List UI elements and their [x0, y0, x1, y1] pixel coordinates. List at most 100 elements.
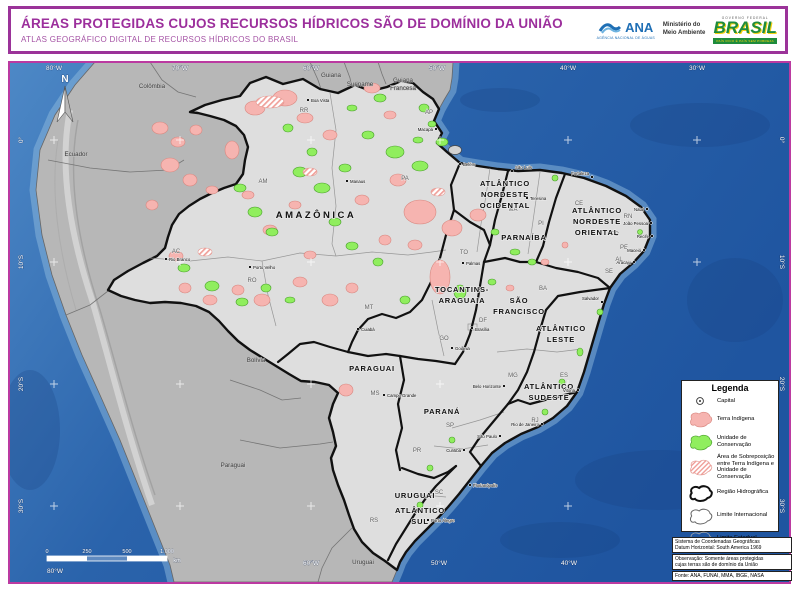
svg-text:Brasília: Brasília: [475, 327, 490, 332]
svg-text:Florianópolis: Florianópolis: [473, 483, 497, 488]
svg-text:CE: CE: [575, 201, 583, 207]
north-arrow-icon: N: [56, 74, 74, 123]
svg-text:SUDESTE: SUDESTE: [528, 393, 569, 402]
brasil-strip: PAÍS RICO É PAÍS SEM POBREZA: [713, 37, 777, 44]
svg-text:Bolívia: Bolívia: [247, 357, 266, 364]
svg-text:PE: PE: [620, 245, 628, 251]
svg-text:40°W: 40°W: [560, 64, 577, 72]
svg-text:10°S: 10°S: [17, 254, 25, 269]
svg-text:Boa Vista: Boa Vista: [311, 98, 330, 103]
legend-item-capital: Capital: [685, 395, 775, 407]
svg-text:Vitória: Vitória: [563, 388, 576, 393]
ministerio-line2: Meio Ambiente: [662, 29, 706, 36]
svg-text:Salvador: Salvador: [582, 296, 600, 301]
svg-text:RR: RR: [300, 108, 309, 114]
svg-text:Porto Alegre: Porto Alegre: [431, 518, 455, 523]
infobox-fonte-line: Fonte: ANA, FUNAI, MMA, IBGE, NASA: [675, 573, 764, 579]
region-labels: AMAZÔNICA ATLÂNTICO NORDESTE OCIDENTAL P…: [275, 178, 622, 527]
limite-internacional-symbol-icon: [685, 505, 715, 527]
capital-teresina: Teresina: [525, 196, 547, 201]
svg-text:Paraguai: Paraguai: [221, 462, 246, 469]
svg-text:AMAZÔNICA: AMAZÔNICA: [276, 209, 357, 221]
svg-text:SÃO: SÃO: [510, 296, 529, 305]
svg-text:30°W: 30°W: [689, 64, 706, 72]
hydrographic-region-boundaries: [276, 161, 612, 562]
svg-text:PARANÁ: PARANÁ: [424, 407, 460, 416]
svg-text:Suriname: Suriname: [347, 81, 374, 88]
svg-text:AL: AL: [615, 257, 623, 263]
capital-portovelho: Porto Velho: [248, 265, 276, 270]
andes-relief: [54, 109, 156, 506]
brasil-top: GOVERNO FEDERAL: [721, 16, 769, 21]
svg-text:TOCANTINS-: TOCANTINS-: [435, 285, 489, 294]
svg-text:Francesa: Francesa: [390, 85, 416, 92]
unidade-conservacao-symbol-icon: [685, 431, 715, 453]
svg-text:N: N: [61, 74, 68, 85]
capital-palmas: Palmas: [461, 261, 481, 266]
marajo-island: [448, 145, 462, 155]
svg-text:ATLÂNTICO: ATLÂNTICO: [524, 382, 574, 391]
legend-title: Legenda: [711, 383, 749, 393]
svg-text:60°W: 60°W: [303, 64, 320, 72]
legend-item-regiao-hidrografica: Região Hidrográfica: [685, 482, 775, 504]
capital-goiania: Goiânia: [450, 346, 471, 351]
svg-text:URUGUAI: URUGUAI: [395, 491, 436, 500]
page-title: ÁREAS PROTEGIDAS CUJOS RECURSOS HÍDRICOS…: [21, 16, 563, 31]
legend-item-sobreposicao: Área de Sobreposição entre Terra Indígen…: [685, 454, 775, 481]
legend-item-terra-indigena: Terra Indígena: [685, 408, 775, 430]
capital-joaopessoa: João Pessoa: [623, 221, 653, 226]
terra-indigena-patches: [145, 82, 569, 397]
svg-text:PR: PR: [413, 448, 422, 454]
svg-text:ES: ES: [560, 373, 568, 379]
svg-text:50°W: 50°W: [429, 64, 446, 72]
svg-text:70°W: 70°W: [172, 64, 189, 72]
capital-fortaleza: Fortaleza: [571, 171, 594, 179]
capital-macapa: Macapá: [417, 127, 438, 132]
capital-boavista: Boa Vista: [306, 98, 330, 103]
svg-text:20°S: 20°S: [778, 377, 786, 392]
map-canvas: 80°W 70°W 60°W 50°W 40°W 30°W 80°W 60°W …: [10, 63, 789, 582]
country-labels: Colômbia Ecuador Guiana Suriname Guiana …: [64, 72, 417, 567]
capital-natal: Natal: [634, 207, 649, 212]
svg-text:Goiânia: Goiânia: [455, 346, 470, 351]
capital-saoluis: São Luís: [510, 165, 532, 173]
svg-text:250: 250: [82, 549, 91, 555]
infobox-obs-line1: Observação: Somente áreas protegidas: [675, 556, 764, 562]
capital-belem: Belém: [458, 162, 476, 167]
svg-text:Belo Horizonte: Belo Horizonte: [473, 384, 502, 389]
capital-belohorizonte: Belo Horizonte: [472, 384, 506, 389]
svg-text:Recife: Recife: [637, 234, 650, 239]
svg-text:DF: DF: [479, 318, 487, 324]
capital-florianopolis: Florianópolis: [468, 483, 498, 488]
ana-wave-icon: [598, 23, 622, 35]
capital-aracaju: Aracaju: [616, 260, 636, 265]
brazil-landmass: [106, 75, 652, 572]
svg-text:AP: AP: [425, 110, 433, 116]
capital-recife: Recife: [636, 234, 654, 239]
header-text: ÁREAS PROTEGIDAS CUJOS RECURSOS HÍDRICOS…: [11, 16, 597, 44]
ana-logo: ANA AGÊNCIA NACIONAL DE ÁGUAS: [597, 19, 655, 41]
svg-text:Curitiba: Curitiba: [446, 448, 461, 453]
svg-text:0: 0: [45, 549, 48, 555]
capital-riobranco: Rio Branco: [164, 257, 191, 262]
legend-item-limite-internacional: Limite Internacional: [685, 505, 775, 527]
svg-text:km: km: [173, 558, 181, 564]
svg-text:0°: 0°: [17, 136, 25, 143]
svg-text:Natal: Natal: [634, 207, 644, 212]
svg-text:30°S: 30°S: [778, 499, 786, 514]
svg-text:SP: SP: [446, 423, 454, 429]
capital-salvador: Salvador: [582, 296, 604, 304]
svg-text:FRANCISCO: FRANCISCO: [493, 307, 545, 316]
svg-text:Belém: Belém: [463, 162, 476, 167]
infobox-fonte: Fonte: ANA, FUNAI, MMA, IBGE, NASA: [672, 571, 792, 581]
svg-text:SE: SE: [605, 269, 613, 275]
svg-text:Fortaleza: Fortaleza: [571, 171, 590, 176]
legend-label-regiao-hidrografica: Região Hidrográfica: [717, 489, 769, 496]
capital-campogrande: Campo Grande: [382, 393, 417, 398]
capital-saopaulo: São Paulo: [477, 434, 502, 439]
svg-text:Porto Velho: Porto Velho: [253, 265, 276, 270]
svg-text:Manaus: Manaus: [350, 179, 365, 184]
svg-text:MS: MS: [371, 391, 380, 397]
svg-text:SC: SC: [435, 490, 444, 496]
legend-item-unidade-conservacao: Unidade de Conservação: [685, 431, 775, 453]
